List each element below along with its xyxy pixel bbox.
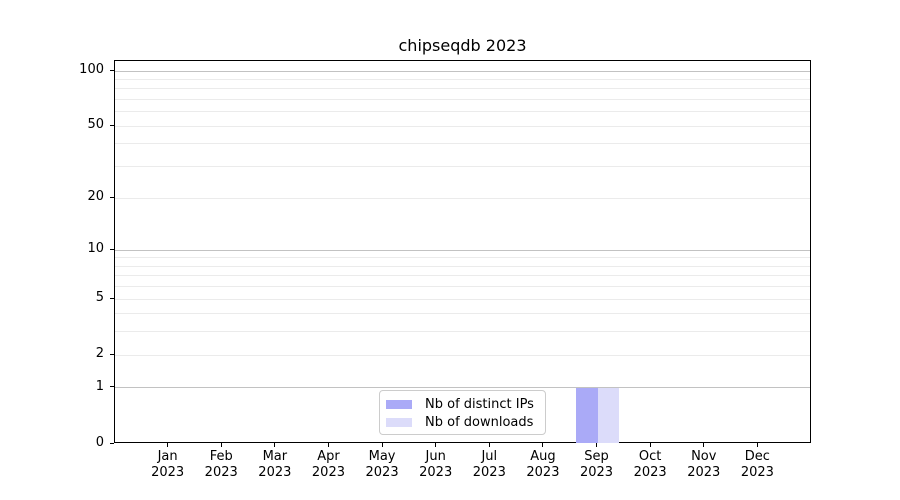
legend-label: Nb of distinct IPs [425, 397, 534, 412]
y-tick-mark [110, 196, 114, 198]
x-tick-mark [167, 443, 169, 447]
x-tick-mark [649, 443, 651, 447]
x-tick-mark [327, 443, 329, 447]
minor-gridline [115, 313, 810, 315]
x-tick-year: 2023 [740, 465, 774, 480]
minor-gridline [115, 143, 810, 145]
y-tick-mark [110, 353, 114, 355]
y-tick-mark [110, 124, 114, 126]
x-tick-year: 2023 [258, 465, 292, 480]
major-gridline [115, 387, 810, 389]
x-tick-year: 2023 [633, 465, 667, 480]
minor-gridline [115, 286, 810, 288]
x-tick-label: Apr 2023 [298, 449, 358, 481]
y-tick-label: 50 [87, 117, 104, 133]
minor-gridline [115, 166, 810, 168]
x-tick-mark [220, 443, 222, 447]
x-tick-mark [488, 443, 490, 447]
plot-area: Nb of distinct IPs Nb of downloads [114, 60, 811, 443]
x-tick-label: Jun 2023 [406, 449, 466, 481]
y-tick-label: 1 [95, 378, 104, 394]
x-tick-mark [756, 443, 758, 447]
minor-gridline [115, 79, 810, 81]
x-tick-month: Apr [317, 449, 340, 464]
x-tick-month: Jun [425, 449, 446, 464]
x-tick-label: Jul 2023 [459, 449, 519, 481]
legend-label: Nb of downloads [425, 415, 534, 430]
y-tick-mark [110, 442, 114, 444]
x-tick-year: 2023 [311, 465, 345, 480]
minor-gridline [115, 99, 810, 101]
x-tick-mark [381, 443, 383, 447]
x-tick-month: Jan [157, 449, 178, 464]
minor-gridline [115, 265, 810, 267]
x-tick-label: Oct 2023 [620, 449, 680, 481]
bar-sep-series0 [576, 387, 598, 443]
x-tick-mark [596, 443, 598, 447]
x-tick-mark [703, 443, 705, 447]
minor-gridline [115, 298, 810, 300]
x-tick-mark [435, 443, 437, 447]
y-tick-label: 5 [95, 290, 104, 306]
x-tick-year: 2023 [204, 465, 238, 480]
x-tick-year: 2023 [472, 465, 506, 480]
y-tick-label: 100 [79, 62, 104, 78]
major-gridline [115, 70, 810, 72]
x-tick-month: Dec [744, 449, 770, 464]
y-tick-mark [110, 297, 114, 299]
y-tick-mark [110, 69, 114, 71]
x-tick-year: 2023 [419, 465, 453, 480]
chart-title: chipseqdb 2023 [398, 36, 527, 55]
x-tick-month: Mar [262, 449, 288, 464]
x-tick-label: Feb 2023 [191, 449, 251, 481]
x-tick-month: Feb [209, 449, 233, 464]
x-tick-label: May 2023 [352, 449, 412, 481]
bar-sep-series1 [597, 387, 620, 443]
x-tick-year: 2023 [526, 465, 560, 480]
legend-entry: Nb of downloads [386, 414, 537, 431]
y-tick-label: 0 [95, 435, 104, 450]
y-tick-mark [110, 248, 114, 250]
x-tick-month: May [368, 449, 396, 464]
x-tick-year: 2023 [365, 465, 399, 480]
y-tick-mark [110, 386, 114, 388]
major-gridline [115, 249, 810, 251]
minor-gridline [115, 275, 810, 277]
x-tick-year: 2023 [687, 465, 721, 480]
x-tick-year: 2023 [579, 465, 614, 480]
minor-gridline [115, 354, 810, 356]
minor-gridline [115, 111, 810, 113]
x-tick-label: Nov 2023 [674, 449, 734, 481]
x-tick-month: Nov [691, 449, 717, 464]
x-tick-year: 2023 [151, 465, 185, 480]
x-tick-mark [542, 443, 544, 447]
minor-gridline [115, 197, 810, 199]
minor-gridline [115, 88, 810, 90]
x-tick-month: Sep [584, 449, 609, 464]
minor-gridline [115, 257, 810, 259]
y-tick-label: 20 [87, 189, 104, 204]
legend-entry: Nb of distinct IPs [386, 396, 537, 413]
x-tick-mark [274, 443, 276, 447]
minor-gridline [115, 331, 810, 333]
x-tick-label: Aug 2023 [513, 449, 573, 481]
x-tick-label: Sep 2023 [567, 449, 627, 481]
x-tick-label: Dec 2023 [727, 449, 787, 481]
x-tick-label: Mar 2023 [245, 449, 305, 481]
legend: Nb of distinct IPs Nb of downloads [379, 390, 546, 435]
legend-swatch [386, 400, 412, 409]
x-tick-month: Oct [638, 449, 662, 464]
x-tick-month: Jul [481, 449, 498, 464]
y-tick-label: 10 [87, 241, 104, 257]
y-tick-label: 2 [95, 346, 104, 362]
minor-gridline [115, 125, 810, 127]
x-tick-month: Aug [530, 449, 556, 464]
x-tick-label: Jan 2023 [138, 449, 198, 481]
legend-swatch [386, 418, 412, 427]
